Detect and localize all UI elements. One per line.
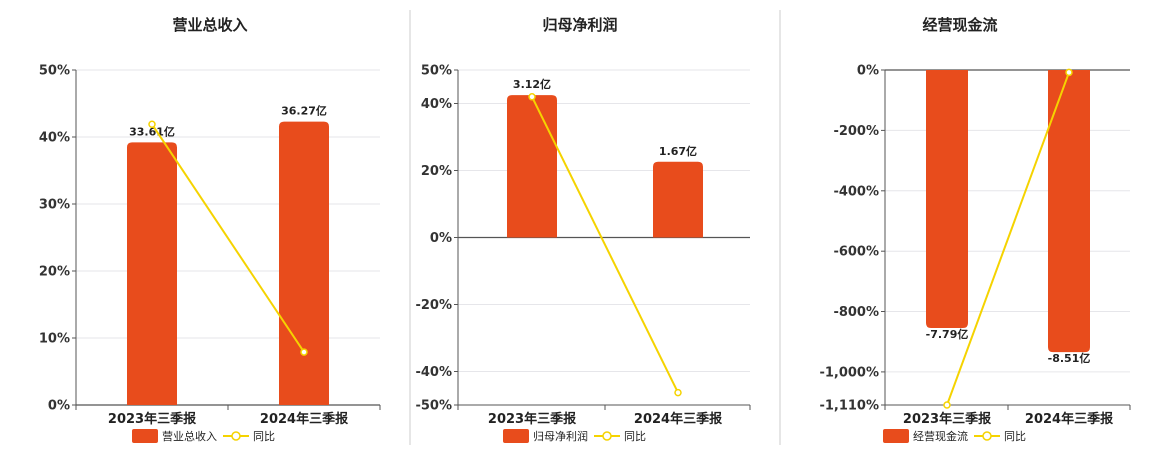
line-series	[946, 72, 1070, 406]
y-tick-label: -40%	[415, 365, 452, 380]
y-tick-label: -20%	[415, 298, 452, 313]
y-tick-label: -200%	[833, 124, 879, 139]
x-category-label: 2024年三季报	[1025, 411, 1114, 427]
bar	[127, 142, 177, 406]
bar-data-label: 36.27亿	[281, 104, 327, 118]
line-point	[528, 93, 536, 101]
chart-title: 经营现金流	[922, 16, 997, 34]
x-category-label: 2024年三季报	[260, 411, 349, 427]
legend-line-marker	[602, 431, 612, 441]
x-category-label: 2023年三季报	[488, 411, 577, 427]
y-tick-label: 0%	[48, 399, 70, 414]
bar	[1048, 70, 1090, 353]
y-tick-label: 0%	[857, 64, 879, 79]
y-tick-label: -1,000%	[819, 365, 879, 380]
line-point	[943, 401, 951, 409]
bar	[279, 121, 329, 405]
chart-title: 归母净利润	[542, 16, 617, 34]
bar-data-label: -7.79亿	[926, 327, 969, 341]
y-tick-label: 10%	[39, 332, 70, 347]
legend-line-marker	[982, 431, 992, 441]
line-series	[151, 123, 305, 353]
legend-line-label: 同比	[253, 430, 275, 443]
y-tick-label: 20%	[421, 164, 452, 179]
bar-data-label: 1.67亿	[659, 144, 697, 158]
line-point	[674, 388, 682, 397]
y-tick-label: -400%	[833, 184, 879, 199]
legend-line-label: 同比	[1004, 430, 1026, 443]
bar-data-label: 3.12亿	[513, 77, 551, 91]
y-tick-label: 40%	[39, 131, 70, 146]
y-tick-label: 0%	[430, 231, 452, 246]
legend-bar-swatch	[883, 429, 909, 443]
y-tick-label: -50%	[415, 399, 452, 414]
legend-bar-label: 经营现金流	[913, 429, 968, 443]
y-tick-label: -800%	[833, 305, 879, 320]
bar-data-label: -8.51亿	[1048, 351, 1091, 365]
legend-bar-label: 营业总收入	[162, 429, 217, 443]
x-category-label: 2024年三季报	[634, 411, 723, 427]
line-point	[1065, 68, 1073, 77]
legend-bar-label: 归母净利润	[533, 429, 588, 443]
y-tick-label: -1,110%	[819, 399, 879, 414]
legend-line-marker	[231, 431, 241, 441]
bar	[926, 70, 968, 329]
line-point	[148, 120, 156, 129]
line-point	[300, 348, 308, 356]
line-series	[531, 96, 679, 394]
legend-bar-swatch	[132, 429, 158, 443]
legend-bar-swatch	[503, 429, 529, 443]
chart-title: 营业总收入	[172, 16, 247, 34]
y-tick-label: 40%	[421, 97, 452, 112]
y-tick-label: 50%	[39, 64, 70, 79]
y-tick-label: 50%	[421, 64, 452, 79]
x-category-label: 2023年三季报	[108, 411, 197, 427]
bar	[653, 161, 703, 238]
legend-line-label: 同比	[624, 430, 646, 443]
bar-data-label: 33.61亿	[129, 124, 175, 138]
y-tick-label: 30%	[39, 198, 70, 213]
x-category-label: 2023年三季报	[903, 411, 992, 427]
bar	[507, 95, 557, 238]
y-tick-label: 20%	[39, 265, 70, 280]
y-tick-label: -600%	[833, 245, 879, 260]
